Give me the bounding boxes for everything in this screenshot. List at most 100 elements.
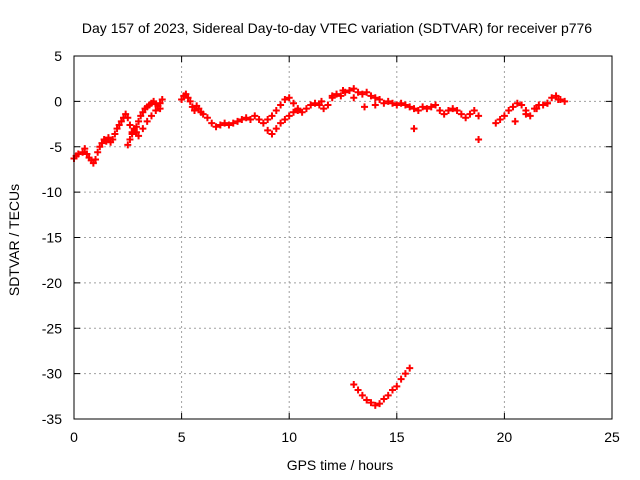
- data-point: [475, 135, 483, 143]
- data-point: [500, 112, 508, 120]
- data-point: [264, 126, 272, 134]
- y-tick-label: -10: [42, 184, 62, 200]
- data-point: [345, 86, 353, 94]
- data-point: [277, 101, 285, 109]
- data-point: [128, 130, 136, 138]
- data-point: [324, 101, 332, 109]
- data-point: [317, 97, 325, 105]
- data-point: [554, 96, 562, 104]
- data-point: [419, 103, 427, 111]
- x-tick-label: 10: [281, 429, 297, 445]
- data-point: [229, 119, 237, 127]
- data-point: [371, 94, 379, 102]
- data-point: [410, 125, 418, 133]
- data-point: [513, 99, 521, 107]
- data-point: [221, 119, 229, 127]
- data-point: [152, 106, 160, 114]
- data-point: [496, 116, 504, 124]
- data-points: [70, 85, 569, 409]
- data-point: [122, 110, 130, 118]
- data-point: [113, 125, 121, 133]
- data-point: [178, 96, 186, 104]
- data-point: [543, 99, 551, 107]
- data-point: [522, 110, 530, 118]
- data-point: [81, 145, 89, 153]
- data-point: [83, 150, 91, 158]
- data-point: [444, 106, 452, 114]
- data-point: [132, 128, 140, 136]
- data-point: [333, 90, 341, 98]
- data-point: [401, 101, 409, 109]
- data-point: [184, 94, 192, 102]
- data-point: [139, 125, 147, 133]
- data-point: [182, 90, 190, 98]
- data-point: [195, 105, 203, 113]
- y-axis-ticks: 5 0 -5 -10 -15 -20 -25 -30 -35: [42, 48, 612, 427]
- data-point: [320, 105, 328, 113]
- data-point: [259, 119, 267, 127]
- x-tick-label: 20: [497, 429, 513, 445]
- chart-title: Day 157 of 2023, Sidereal Day-to-day VTE…: [82, 20, 592, 36]
- data-point: [290, 99, 298, 107]
- data-point: [225, 121, 233, 129]
- data-point: [526, 112, 534, 120]
- x-axis-ticks: 0 5 10 15 20 25: [70, 56, 620, 445]
- data-point: [466, 110, 474, 118]
- x-tick-label: 15: [389, 429, 405, 445]
- data-point: [388, 386, 396, 394]
- data-point: [79, 148, 87, 156]
- data-point: [457, 110, 465, 118]
- data-point: [191, 106, 199, 114]
- data-point: [339, 86, 347, 94]
- data-point: [290, 108, 298, 116]
- y-tick-label: -30: [42, 366, 62, 382]
- data-point: [109, 135, 117, 143]
- data-point: [350, 85, 358, 93]
- data-point: [315, 101, 323, 109]
- data-point: [89, 159, 97, 167]
- data-point: [350, 381, 358, 389]
- data-point: [212, 123, 220, 131]
- data-point: [255, 116, 263, 124]
- data-point: [384, 391, 392, 399]
- data-point: [361, 103, 369, 111]
- data-point: [328, 92, 336, 100]
- data-point: [307, 101, 315, 109]
- data-point: [98, 139, 106, 147]
- data-point: [376, 96, 384, 104]
- data-point: [462, 114, 470, 122]
- data-point: [302, 105, 310, 113]
- data-point: [552, 92, 560, 100]
- data-point: [511, 117, 519, 125]
- data-point: [135, 117, 143, 125]
- y-tick-label: -25: [42, 320, 62, 336]
- data-point: [380, 395, 388, 403]
- data-point: [124, 141, 132, 149]
- data-point: [533, 105, 541, 113]
- data-point: [354, 386, 362, 394]
- data-point: [281, 96, 289, 104]
- data-point: [234, 117, 242, 125]
- data-point: [285, 112, 293, 120]
- data-point: [440, 110, 448, 118]
- x-tick-label: 0: [70, 429, 78, 445]
- data-point: [156, 105, 164, 113]
- data-point: [130, 125, 138, 133]
- x-tick-label: 5: [178, 429, 186, 445]
- data-point: [137, 112, 145, 120]
- data-point: [475, 112, 483, 120]
- data-point: [350, 94, 358, 102]
- y-tick-label: 0: [54, 93, 62, 109]
- data-point: [371, 101, 379, 109]
- data-point: [406, 364, 414, 372]
- data-point: [384, 97, 392, 105]
- data-point: [96, 143, 104, 151]
- data-point: [337, 92, 345, 100]
- y-tick-label: -15: [42, 230, 62, 246]
- data-point: [117, 117, 125, 125]
- data-point: [158, 96, 166, 104]
- data-point: [272, 106, 280, 114]
- data-point: [268, 130, 276, 138]
- data-point: [246, 116, 254, 124]
- data-point: [358, 391, 366, 399]
